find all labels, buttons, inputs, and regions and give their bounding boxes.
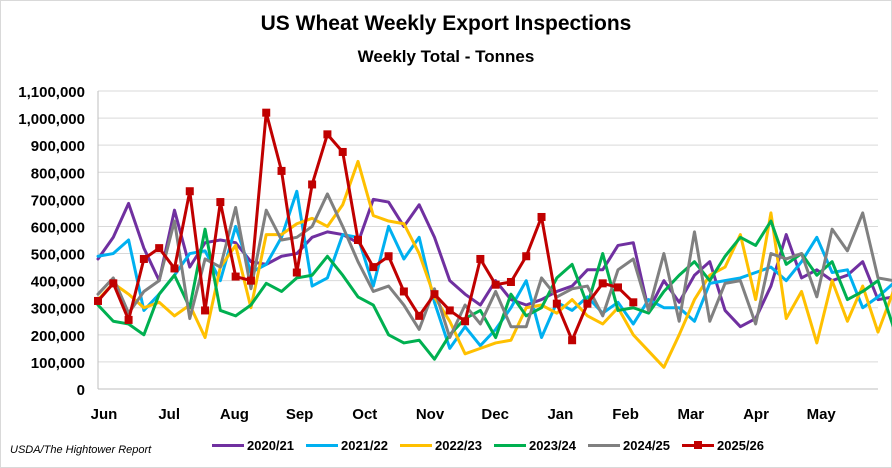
data-point bbox=[506, 277, 515, 286]
y-tick-label: 1,000,000 bbox=[18, 111, 85, 128]
series-line-2024-25 bbox=[96, 192, 892, 340]
legend-swatch bbox=[212, 439, 244, 451]
legend-label: 2020/21 bbox=[247, 437, 294, 453]
x-axis: Jun Jul Aug Sep Oct Nov Dec Jan Feb Mar Apr May bbox=[91, 388, 878, 423]
y-tick-label: 0 bbox=[77, 382, 85, 399]
data-point bbox=[384, 252, 393, 261]
x-tick-label: Apr bbox=[743, 406, 769, 423]
legend-item: 2025/26 bbox=[682, 435, 764, 455]
legend-swatch bbox=[682, 439, 714, 451]
x-tick-label: Oct bbox=[352, 406, 377, 423]
data-point bbox=[461, 317, 470, 326]
y-tick-label: 400,000 bbox=[31, 274, 85, 291]
x-tick-label: Jan bbox=[547, 406, 573, 423]
data-point bbox=[139, 254, 148, 263]
data-point bbox=[522, 252, 531, 261]
data-point bbox=[568, 336, 577, 345]
x-tick-label: Nov bbox=[416, 406, 445, 423]
y-tick-label: 600,000 bbox=[31, 219, 85, 236]
y-axis: 0 100,000 200,000 300,000 400,000 500,000 600,… bbox=[18, 84, 99, 399]
x-tick-label: Jun bbox=[91, 406, 118, 423]
x-tick-label: Sep bbox=[286, 406, 314, 423]
x-tick-label: Feb bbox=[612, 406, 639, 423]
data-point bbox=[415, 311, 424, 320]
data-point bbox=[476, 254, 485, 263]
data-point bbox=[537, 212, 546, 221]
data-point bbox=[445, 306, 454, 315]
x-tick-label: Jul bbox=[158, 406, 180, 423]
y-tick-label: 900,000 bbox=[31, 138, 85, 155]
data-point bbox=[354, 236, 362, 244]
data-point bbox=[369, 263, 378, 272]
data-point bbox=[155, 244, 164, 253]
data-point bbox=[308, 180, 317, 189]
data-point bbox=[262, 108, 271, 117]
legend-swatch bbox=[494, 439, 526, 451]
y-tick-label: 800,000 bbox=[31, 165, 85, 182]
legend: 2020/21 2021/22 2022/23 2023/24 2024/25 2025/… bbox=[212, 435, 776, 455]
data-point bbox=[216, 198, 225, 207]
legend-item: 2022/23 bbox=[400, 435, 482, 455]
chart-title: US Wheat Weekly Export Inspections bbox=[260, 12, 632, 35]
data-point bbox=[491, 280, 500, 289]
series-line-2022-23 bbox=[96, 159, 892, 369]
data-point bbox=[430, 290, 439, 299]
data-point bbox=[277, 166, 286, 175]
x-tick-label: Aug bbox=[220, 406, 249, 423]
y-tick-label: 300,000 bbox=[31, 301, 85, 318]
data-point bbox=[246, 276, 255, 285]
data-point bbox=[94, 296, 102, 305]
data-point bbox=[614, 283, 622, 292]
data-point bbox=[338, 147, 347, 156]
data-point bbox=[109, 279, 118, 288]
data-point bbox=[292, 268, 301, 277]
series-line-2025-26 bbox=[96, 111, 635, 342]
legend-item: 2024/25 bbox=[588, 435, 670, 455]
legend-swatch bbox=[588, 439, 620, 451]
data-point bbox=[201, 306, 210, 315]
legend-label: 2024/25 bbox=[623, 437, 670, 453]
data-point bbox=[399, 287, 408, 296]
data-point bbox=[323, 130, 332, 139]
data-point bbox=[598, 279, 607, 288]
legend-item: 2020/21 bbox=[212, 435, 294, 455]
legend-label: 2025/26 bbox=[717, 437, 764, 453]
x-tick-label: May bbox=[807, 406, 837, 423]
data-point bbox=[583, 299, 592, 308]
legend-label: 2023/24 bbox=[529, 437, 576, 453]
source-note: USDA/The Hightower Report bbox=[10, 444, 152, 456]
series-line-2020-21 bbox=[96, 197, 892, 329]
gridlines bbox=[98, 90, 878, 363]
y-tick-label: 500,000 bbox=[31, 247, 85, 264]
legend-swatch bbox=[306, 439, 338, 451]
y-tick-label: 200,000 bbox=[31, 328, 85, 345]
series-lines bbox=[94, 108, 892, 369]
legend-swatch bbox=[400, 439, 432, 451]
y-tick-label: 1,100,000 bbox=[18, 84, 85, 101]
x-tick-label: Mar bbox=[677, 406, 704, 423]
legend-label: 2021/22 bbox=[341, 437, 388, 453]
data-point bbox=[124, 315, 133, 324]
data-point bbox=[231, 272, 240, 281]
series-line-2023-24 bbox=[96, 219, 892, 361]
legend-item: 2021/22 bbox=[306, 435, 388, 455]
data-point bbox=[170, 264, 179, 273]
y-tick-label: 100,000 bbox=[31, 355, 85, 372]
legend-item: 2023/24 bbox=[494, 435, 576, 455]
legend-label: 2022/23 bbox=[435, 437, 482, 453]
data-point bbox=[185, 187, 194, 196]
x-tick-label: Dec bbox=[481, 406, 509, 423]
chart-subtitle: Weekly Total - Tonnes bbox=[357, 47, 535, 66]
data-point bbox=[629, 298, 638, 307]
y-tick-label: 700,000 bbox=[31, 192, 85, 209]
data-point bbox=[552, 299, 561, 308]
